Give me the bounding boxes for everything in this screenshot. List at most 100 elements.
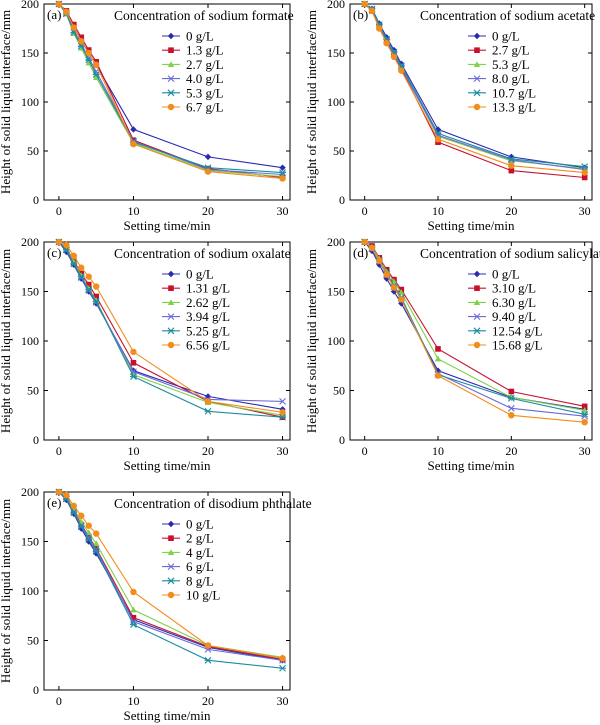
data-point (279, 398, 286, 405)
series-2 (56, 239, 286, 421)
data-point (383, 40, 390, 47)
legend-item: 6.7 g/L (162, 100, 224, 115)
legend-label: 8 g/L (186, 573, 214, 588)
x-axis-label: Setting time/min (123, 708, 211, 723)
data-point (508, 412, 515, 419)
data-point (70, 24, 78, 31)
legend-item: 6.56 g/L (162, 338, 230, 353)
x-axis-label: Setting time/min (427, 218, 515, 233)
series-line (364, 3, 585, 171)
series-5 (361, 0, 589, 171)
legend-label: 15.68 g/L (492, 338, 543, 353)
y-tick-label: 0 (33, 433, 39, 447)
data-point (70, 509, 78, 517)
legend-item: 0 g/L (468, 267, 520, 282)
legend-marker (473, 270, 481, 278)
legend-marker (167, 61, 175, 67)
legend-marker (473, 103, 481, 111)
legend-marker (167, 103, 175, 111)
legend-label: 0 g/L (186, 517, 214, 532)
y-axis-label: Height of solid liquid interface/mm (304, 249, 319, 433)
series-line (58, 241, 283, 413)
data-point (398, 289, 405, 296)
legend-label: 6.7 g/L (186, 100, 224, 115)
series-4 (55, 488, 286, 664)
legend-item: 5.25 g/L (162, 323, 230, 338)
legend-marker (167, 591, 175, 599)
data-point (279, 413, 286, 421)
data-point (77, 273, 85, 281)
series-1 (55, 238, 286, 413)
data-point (434, 136, 442, 143)
legend-label: 5.3 g/L (492, 57, 530, 72)
legend-label: 13.3 g/L (492, 100, 536, 115)
series-line (58, 3, 283, 174)
data-point (78, 512, 85, 519)
data-point (279, 409, 286, 416)
x-tick-label: 20 (505, 204, 517, 218)
legend-item: 4 g/L (162, 545, 214, 560)
legend-label: 6.56 g/L (186, 338, 230, 353)
data-point (507, 395, 515, 402)
legend-marker (473, 61, 481, 67)
legend-marker (474, 285, 480, 291)
y-tick-label: 0 (33, 193, 39, 207)
legend-marker (167, 270, 175, 278)
data-point (92, 298, 100, 305)
data-point (85, 286, 93, 293)
data-point (279, 164, 286, 171)
data-point (376, 257, 383, 265)
x-tick-label: 30 (277, 204, 289, 218)
legend-label: 1.3 g/L (186, 43, 224, 58)
x-tick-label: 10 (127, 444, 139, 458)
x-tick-label: 20 (202, 694, 214, 708)
legend-marker (167, 520, 175, 528)
data-point (92, 61, 100, 68)
data-point (77, 523, 85, 531)
x-tick-label: 0 (362, 204, 368, 218)
data-point (63, 491, 70, 499)
series-1 (55, 0, 286, 171)
series-6 (361, 238, 588, 426)
series-5 (55, 238, 286, 421)
legend-marker (474, 47, 480, 53)
y-tick-label: 50 (27, 144, 39, 158)
legend-marker (167, 313, 175, 320)
y-tick-label: 50 (333, 144, 345, 158)
legend-item: 9.40 g/L (468, 309, 536, 324)
legend-item: 2.7 g/L (468, 43, 530, 58)
y-axis-label: Height of solid liquid interface/mm (304, 10, 319, 194)
x-tick-label: 20 (505, 444, 517, 458)
series-6 (55, 488, 286, 662)
series-line (58, 241, 283, 418)
data-point (279, 664, 286, 672)
legend-item: 5.3 g/L (162, 85, 224, 100)
data-point (390, 284, 398, 291)
legend-item: 15.68 g/L (468, 338, 543, 353)
legend-item: 0 g/L (162, 517, 214, 532)
legend-label: 5.25 g/L (186, 323, 230, 338)
x-axis-label: Setting time/min (123, 458, 211, 473)
series-line (58, 3, 283, 179)
legend-marker (167, 549, 175, 555)
data-point (130, 614, 137, 621)
data-point (390, 53, 398, 61)
series-line (58, 3, 283, 169)
data-point (204, 153, 212, 161)
y-tick-label: 0 (339, 433, 345, 447)
legend-item: 6 g/L (162, 559, 214, 574)
data-point (508, 162, 515, 169)
legend-item: 1.3 g/L (162, 43, 224, 58)
legend-label: 3.10 g/L (492, 281, 536, 296)
panel-label: (b) (353, 7, 368, 22)
panel-label: (e) (47, 495, 61, 510)
series-3 (55, 0, 286, 180)
data-point (92, 283, 100, 290)
data-point (85, 281, 92, 288)
data-point (376, 25, 383, 32)
panel-label: (d) (353, 245, 368, 260)
x-tick-label: 20 (202, 444, 214, 458)
y-tick-label: 150 (327, 285, 345, 299)
series-2 (56, 1, 286, 181)
y-tick-label: 150 (327, 46, 345, 60)
